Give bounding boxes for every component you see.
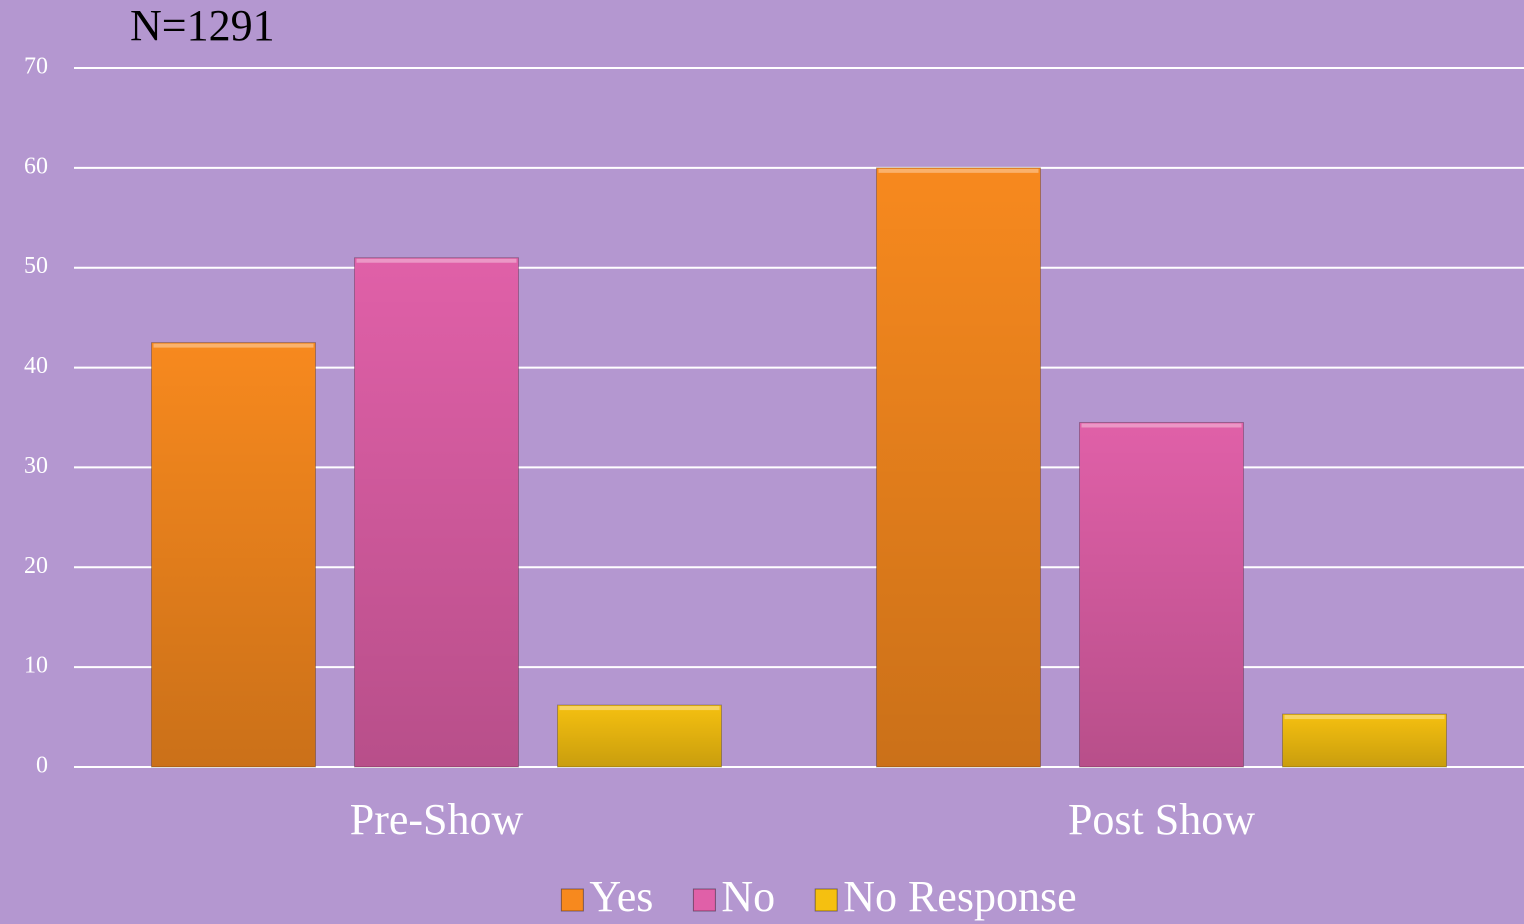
y-tick-label: 50 [24, 253, 48, 279]
chart-title: N=1291 [130, 1, 275, 50]
legend-label: No [721, 872, 775, 921]
bar-highlight [878, 168, 1039, 173]
bar [557, 704, 722, 768]
x-tick-label: Pre-Show [350, 795, 524, 844]
bar-highlight [153, 343, 314, 348]
bar [876, 167, 1041, 768]
bar [354, 257, 519, 768]
bar-highlight [559, 706, 720, 711]
bar [151, 342, 316, 768]
legend-swatch [692, 888, 716, 912]
legend-swatch [560, 888, 584, 912]
bar [1079, 421, 1244, 768]
y-tick-label: 10 [24, 653, 48, 679]
bar [1282, 713, 1447, 768]
legend-label: No Response [843, 872, 1076, 921]
y-tick-label: 30 [24, 453, 48, 479]
legend-label: Yes [589, 872, 653, 921]
bar-highlight [1081, 423, 1242, 428]
y-tick-label: 0 [36, 753, 48, 779]
x-tick-label: Post Show [1068, 795, 1255, 844]
y-tick-label: 70 [24, 54, 48, 80]
legend-swatch [814, 888, 838, 912]
y-tick-label: 20 [24, 553, 48, 579]
bar-highlight [356, 258, 517, 263]
y-tick-label: 40 [24, 353, 48, 379]
y-tick-label: 60 [24, 153, 48, 179]
bar-highlight [1284, 715, 1445, 720]
